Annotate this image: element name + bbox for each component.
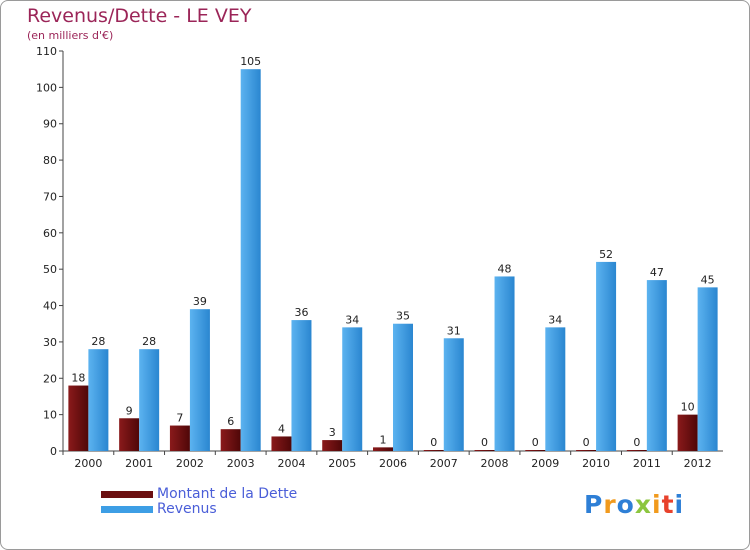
bar-dette (220, 429, 241, 451)
data-label-revenus: 31 (447, 324, 461, 337)
x-tick-label: 2003 (227, 457, 255, 470)
data-label-dette: 6 (227, 415, 234, 428)
bar-dette (474, 450, 495, 451)
y-tick-label: 30 (43, 336, 57, 349)
data-label-revenus: 45 (701, 273, 715, 286)
y-tick-label: 110 (36, 45, 57, 58)
y-tick-label: 90 (43, 118, 57, 131)
bar-revenus (596, 261, 617, 451)
data-label-dette: 0 (633, 436, 640, 449)
bar-dette (677, 414, 698, 451)
x-tick-label: 2007 (430, 457, 458, 470)
data-label-dette: 18 (71, 372, 85, 385)
y-tick-label: 0 (50, 445, 57, 458)
x-tick-label: 2002 (176, 457, 204, 470)
y-tick-label: 70 (43, 190, 57, 203)
bar-dette (373, 447, 393, 451)
legend-label-revenus: Revenus (157, 501, 217, 517)
bar-revenus (189, 309, 210, 451)
y-tick-label: 60 (43, 227, 57, 240)
x-tick-label: 2012 (684, 457, 712, 470)
data-label-dette: 0 (583, 436, 590, 449)
bar-revenus (697, 287, 718, 451)
chart-data-labels: 18 28 9 28 7 39 6 105 4 36 3 34 1 35 0 31 0 48 0 34 0 52 0 47 10… (71, 55, 714, 449)
x-tick-label: 2006 (379, 457, 407, 470)
data-label-revenus: 48 (498, 262, 512, 275)
x-tick-label: 2001 (125, 457, 153, 470)
x-tick-label: 2010 (582, 457, 610, 470)
x-tick-label: 2005 (328, 457, 356, 470)
bar-revenus (88, 349, 109, 451)
data-label-dette: 4 (278, 422, 285, 435)
data-label-revenus: 47 (650, 266, 664, 279)
bar-revenus (393, 323, 413, 451)
data-label-revenus: 28 (91, 335, 105, 348)
y-tick-label: 40 (43, 300, 57, 313)
data-label-revenus: 52 (599, 248, 613, 261)
x-tick-label: 2000 (74, 457, 102, 470)
y-tick-label: 80 (43, 154, 57, 167)
legend-label-dette: Montant de la Dette (157, 486, 298, 502)
data-label-revenus: 35 (396, 310, 410, 323)
chart-subtitle: (en milliers d'€) (27, 29, 114, 42)
proxiti-logo: Proxiti (584, 490, 684, 519)
bar-dette (271, 436, 292, 451)
data-label-revenus: 36 (294, 306, 308, 319)
bar-dette (576, 450, 597, 451)
chart-title: Revenus/Dette - LE VEY (27, 5, 252, 27)
y-tick-label: 20 (43, 372, 57, 385)
data-label-revenus: 39 (193, 295, 207, 308)
data-label-dette: 0 (532, 436, 539, 449)
bar-dette (68, 385, 89, 451)
logo-letter: i (652, 490, 662, 519)
x-tick-label: 2011 (633, 457, 661, 470)
chart-bars (68, 69, 718, 451)
y-tick-label: 100 (36, 81, 57, 94)
bar-dette (525, 450, 546, 451)
bar-dette (169, 425, 190, 451)
y-tick-label: 50 (43, 263, 57, 276)
bar-dette (423, 450, 444, 451)
bar-dette (119, 418, 140, 451)
logo-letter: t (661, 490, 675, 519)
x-tick-label: 2008 (481, 457, 509, 470)
data-label-dette: 9 (126, 404, 133, 417)
bar-revenus (139, 349, 160, 451)
data-label-revenus: 28 (142, 335, 156, 348)
bar-dette (322, 440, 343, 451)
bar-revenus (342, 327, 363, 451)
y-tick-label: 10 (43, 409, 57, 422)
data-label-revenus: 34 (548, 313, 562, 326)
logo-letter: x (634, 490, 652, 519)
data-label-dette: 3 (329, 426, 336, 439)
bar-revenus (291, 320, 312, 451)
data-label-dette: 10 (681, 401, 695, 414)
logo-letter: r (603, 490, 617, 519)
bar-revenus (443, 338, 464, 451)
legend-swatch-revenus (101, 506, 153, 513)
bar-revenus (646, 280, 667, 451)
legend-swatch-dette (101, 491, 153, 498)
bar-revenus (494, 276, 515, 451)
data-label-dette: 0 (430, 436, 437, 449)
logo-letter: i (674, 490, 685, 519)
bar-revenus (240, 69, 261, 451)
data-label-dette: 7 (176, 412, 183, 425)
bar-dette (626, 450, 647, 451)
bar-revenus (545, 327, 566, 451)
data-label-dette: 1 (380, 433, 387, 446)
logo-letter: o (616, 490, 635, 519)
data-label-revenus: 105 (240, 55, 261, 68)
data-label-revenus: 34 (345, 313, 359, 326)
x-tick-label: 2004 (277, 457, 305, 470)
logo-letter: P (584, 490, 604, 519)
data-label-dette: 0 (481, 436, 488, 449)
x-tick-label: 2009 (531, 457, 559, 470)
